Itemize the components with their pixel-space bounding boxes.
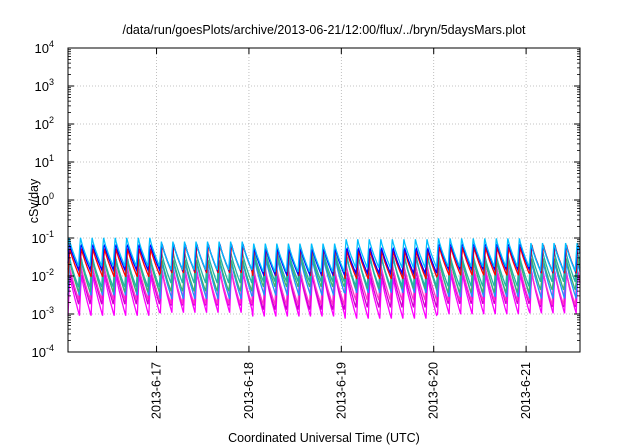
x-tick-label: 2013-6-19 xyxy=(334,362,348,419)
series-line xyxy=(67,237,581,273)
plot-frame xyxy=(67,47,581,353)
y-tick-label: 10-3 xyxy=(32,305,54,322)
y-tick-label: 102 xyxy=(35,115,54,132)
x-tick-label: 2013-6-17 xyxy=(150,362,164,419)
y-tick-label: 104 xyxy=(35,39,54,56)
y-tick-label: 10-1 xyxy=(32,229,54,246)
x-axis: 2013-6-17 2013-6-18 2013-6-19 2013-6-20 2013… xyxy=(150,362,534,419)
chart-title: /data/run/goesPlots/archive/2013-06-21/1… xyxy=(122,23,526,37)
y-tick-label: 100 xyxy=(35,191,54,208)
series-lines xyxy=(67,237,581,319)
y-axis: 10-4 10-3 10-2 10-1 100 101 102 103 104 xyxy=(32,39,54,360)
plot-border xyxy=(67,47,581,353)
y-tick-label: 10-4 xyxy=(32,343,54,360)
x-axis-label: Coordinated Universal Time (UTC) xyxy=(228,431,420,445)
x-tick-label: 2013-6-18 xyxy=(242,362,256,419)
x-tick-label: 2013-6-20 xyxy=(427,362,441,419)
y-axis-label: cSv/day xyxy=(27,178,41,223)
grid-lines xyxy=(68,48,580,352)
y-tick-label: 10-2 xyxy=(32,267,54,284)
y-tick-label: 101 xyxy=(35,153,54,170)
y-tick-label: 103 xyxy=(35,77,54,94)
x-tick-label: 2013-6-21 xyxy=(519,362,533,419)
